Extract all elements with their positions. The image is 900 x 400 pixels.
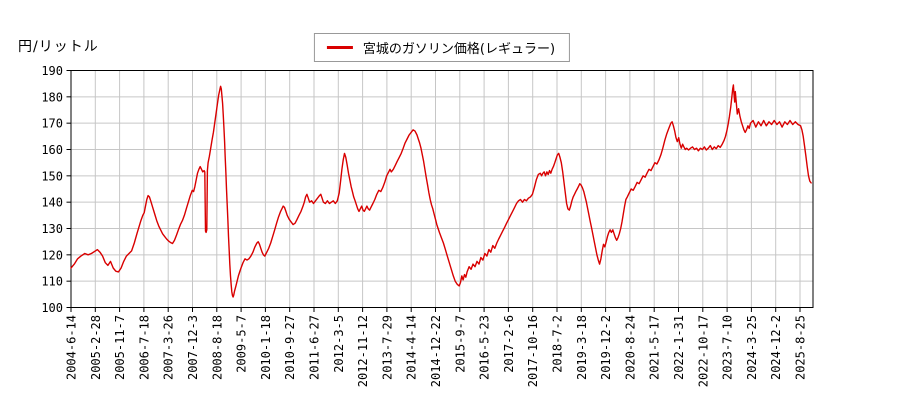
x-tick-label: 2015-9-7 — [453, 315, 467, 373]
x-tick-label: 2018-7-2 — [551, 315, 565, 373]
x-tick-label: 2005-2-28 — [89, 315, 103, 380]
x-tick-label: 2025-8-25 — [794, 315, 808, 380]
x-tick-label: 2009-5-7 — [235, 315, 249, 373]
x-tick-label: 2017-10-16 — [526, 315, 540, 387]
legend: 宮城のガソリン価格(レギュラー) — [313, 33, 571, 62]
legend-line-swatch — [326, 46, 353, 49]
x-tick-label: 2023-7-10 — [721, 315, 735, 380]
y-tick-label: 110 — [41, 275, 63, 289]
x-tick-label: 2006-7-18 — [137, 315, 151, 380]
y-axis-unit-label: 円/リットル — [18, 39, 99, 55]
x-tick-label: 2020-8-24 — [623, 315, 637, 380]
legend-label: 宮城のガソリン価格(レギュラー) — [362, 42, 556, 57]
x-tick-label: 2014-12-22 — [429, 315, 443, 387]
y-tick-label: 190 — [41, 64, 63, 78]
y-tick-label: 140 — [41, 196, 63, 210]
y-tick-label: 160 — [41, 143, 63, 157]
y-tick-label: 130 — [41, 222, 63, 236]
x-tick-label: 2019-3-18 — [575, 315, 589, 380]
x-tick-label: 2007-12-3 — [186, 315, 200, 380]
x-tick-label: 2014-4-14 — [405, 315, 419, 380]
y-tick-label: 180 — [41, 90, 63, 104]
x-tick-label: 2016-5-23 — [478, 315, 492, 380]
x-tick-label: 2024-12-2 — [769, 315, 783, 380]
x-tick-label: 2004-6-14 — [65, 315, 79, 380]
y-tick-label: 150 — [41, 169, 63, 183]
x-tick-label: 2008-8-18 — [210, 315, 224, 380]
x-tick-label: 2022-10-17 — [696, 315, 710, 387]
x-tick-label: 2012-11-12 — [356, 315, 370, 387]
x-tick-label: 2017-2-6 — [502, 315, 516, 373]
x-tick-label: 2005-11-7 — [113, 315, 127, 380]
y-tick-label: 170 — [41, 117, 63, 131]
x-tick-label: 2024-3-25 — [745, 315, 759, 380]
y-tick-label: 100 — [41, 301, 63, 315]
price-line — [70, 84, 812, 298]
x-tick-label: 2011-6-27 — [308, 315, 322, 380]
plot-border — [70, 70, 814, 308]
x-tick-label: 2007-3-26 — [162, 315, 176, 380]
x-tick-label: 2022-1-31 — [672, 315, 686, 380]
x-tick-label: 2010-1-18 — [259, 315, 273, 380]
x-tick-label: 2019-12-2 — [599, 315, 613, 380]
y-tick-label: 120 — [41, 248, 63, 262]
x-tick-label: 2010-9-27 — [283, 315, 297, 380]
x-tick-label: 2013-7-29 — [380, 315, 394, 380]
x-tick-label: 2021-5-17 — [648, 315, 662, 380]
x-tick-label: 2012-3-5 — [332, 315, 346, 373]
